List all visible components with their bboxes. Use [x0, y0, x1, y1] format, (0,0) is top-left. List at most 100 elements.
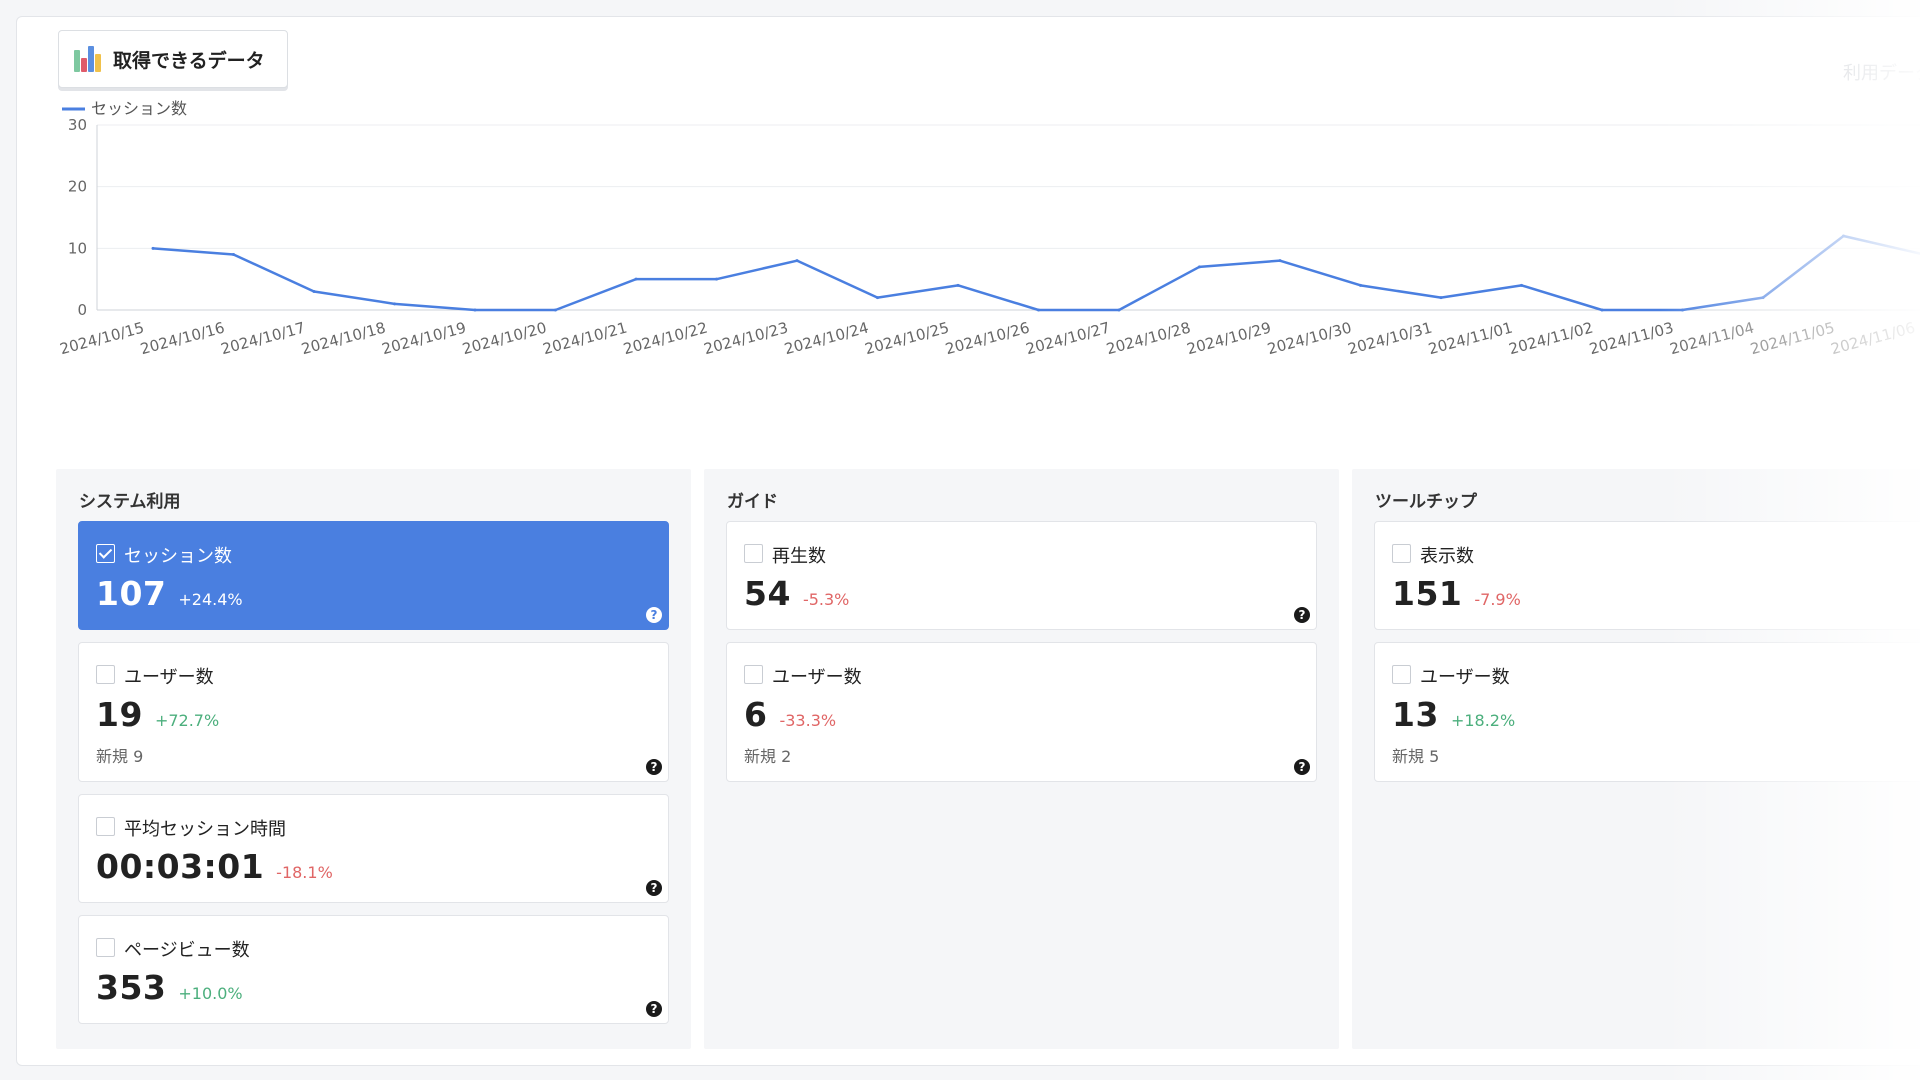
data-point	[1198, 265, 1201, 269]
y-tick-label: 20	[68, 178, 87, 196]
metric-value: 54 -5.3%	[744, 574, 849, 613]
metric-card[interactable]: ページビュー数 353 +10.0%?	[78, 915, 669, 1024]
metric-card[interactable]: セッション数 107 +24.4%?	[78, 521, 669, 630]
x-tick-label: 2024/10/21	[541, 318, 629, 358]
bar-chart-icon	[73, 45, 101, 73]
x-tick-label: 2024/10/29	[1185, 318, 1273, 358]
data-point	[1278, 259, 1282, 263]
metric-change: +18.2%	[1450, 711, 1516, 730]
data-point	[1681, 308, 1684, 312]
data-point	[1037, 308, 1040, 312]
metric-number: 19	[96, 695, 143, 734]
metric-card[interactable]: ユーザー数 6 -33.3% 新規 2?	[726, 642, 1317, 782]
metric-number: 00:03:01	[96, 847, 265, 886]
metric-value: 00:03:01 -18.1%	[96, 847, 333, 886]
y-tick-label: 10	[68, 239, 87, 257]
legend-label: セッション数	[91, 99, 187, 118]
x-tick-label: 2024/10/20	[460, 318, 548, 358]
data-point	[1359, 283, 1362, 287]
data-point	[1117, 308, 1121, 312]
tab-title: 取得できるデータ	[113, 49, 265, 72]
series-line-sessions	[152, 234, 1920, 312]
metric-change: -33.3%	[779, 711, 837, 730]
data-point	[634, 277, 638, 281]
data-point	[1439, 296, 1443, 300]
metric-change: +72.7%	[154, 711, 220, 730]
metric-label: 再生数	[772, 546, 826, 567]
group-title: ガイド	[727, 492, 778, 512]
x-tick-label: 2024/10/17	[219, 318, 307, 358]
x-tick-label: 2024/10/24	[782, 318, 870, 358]
metric-checkbox[interactable]	[1392, 665, 1411, 684]
metric-value: 353 +10.0%	[96, 968, 243, 1007]
x-tick-label: 2024/10/30	[1265, 318, 1353, 358]
metric-change: +24.4%	[178, 590, 243, 609]
metric-label: ユーザー数	[1420, 667, 1510, 688]
metric-change: -7.9%	[1474, 590, 1521, 609]
x-tick-label: 2024/10/22	[621, 318, 709, 358]
data-reflection-notice: 利用データが反映さ	[1843, 63, 1920, 84]
data-point	[715, 277, 718, 281]
x-tick-label: 2024/10/16	[138, 318, 226, 358]
metric-checkbox[interactable]	[744, 544, 763, 563]
help-icon[interactable]: ?	[1294, 607, 1310, 623]
metric-value: 6 -33.3%	[744, 695, 836, 734]
data-point	[1600, 308, 1604, 312]
metric-new-count: 新規 9	[96, 747, 144, 766]
metric-change: -5.3%	[802, 590, 850, 609]
session-line-chart: セッション数01020302024/10/152024/10/162024/10…	[58, 99, 1920, 358]
y-tick-label: 0	[77, 301, 87, 319]
metric-number: 54	[744, 574, 791, 613]
x-tick-label: 2024/11/01	[1426, 318, 1514, 358]
metric-group-1: ガイド再生数 54 -5.3%? ユーザー数 6 -33.3% 新規 2?	[704, 469, 1339, 1049]
data-point	[1842, 234, 1845, 238]
group-title: ツールチップ	[1375, 492, 1477, 512]
metric-card[interactable]: 平均セッション時間 00:03:01 -18.1%?	[78, 794, 669, 903]
metric-checkbox[interactable]	[96, 817, 115, 836]
data-panel: 取得できるデータ 利用データが反映さ セッション数 0 10 20 30 2024/10/…	[16, 16, 1920, 1066]
data-point	[795, 259, 799, 263]
data-point	[312, 290, 316, 293]
help-icon[interactable]: ?	[1294, 759, 1310, 775]
help-icon[interactable]: ?	[646, 880, 662, 896]
x-tick-label: 2024/11/03	[1587, 318, 1675, 358]
metric-label: ユーザー数	[772, 667, 862, 688]
x-tick-label: 2024/11/06	[1829, 318, 1917, 358]
x-tick-label: 2024/10/15	[58, 318, 146, 358]
metric-checkbox[interactable]	[96, 544, 115, 563]
metric-new-count: 新規 5	[1392, 747, 1440, 766]
x-tick-label: 2024/10/27	[1024, 318, 1112, 358]
help-icon[interactable]: ?	[646, 607, 662, 623]
metric-checkbox[interactable]	[96, 665, 115, 684]
data-point	[393, 302, 396, 306]
data-point	[151, 246, 155, 250]
metric-checkbox[interactable]	[744, 665, 763, 684]
metric-checkbox[interactable]	[1392, 544, 1411, 563]
help-icon[interactable]: ?	[646, 1001, 662, 1017]
data-point	[876, 296, 879, 300]
metric-value: 151 -7.9%	[1392, 574, 1521, 613]
x-tick-label: 2024/10/23	[702, 318, 790, 358]
x-tick-label: 2024/10/18	[299, 318, 387, 358]
help-icon[interactable]: ?	[646, 759, 662, 775]
x-tick-label: 2024/11/02	[1507, 318, 1595, 358]
metric-number: 6	[744, 695, 768, 734]
available-data-tab[interactable]: 取得できるデータ	[58, 30, 288, 88]
metric-new-count: 新規 2	[744, 747, 792, 766]
group-title: システム利用	[79, 492, 181, 512]
x-tick-label: 2024/10/31	[1346, 318, 1434, 358]
metric-number: 151	[1392, 574, 1463, 613]
metric-value: 13 +18.2%	[1392, 695, 1515, 734]
data-point	[232, 253, 235, 256]
metric-card[interactable]: ユーザー数 19 +72.7% 新規 9?	[78, 642, 669, 782]
metric-checkbox[interactable]	[96, 938, 115, 957]
metric-label: 表示数	[1420, 546, 1474, 567]
x-tick-label: 2024/10/25	[863, 318, 951, 358]
x-tick-label: 2024/10/19	[380, 318, 468, 358]
data-point	[1761, 296, 1765, 300]
metric-card[interactable]: 再生数 54 -5.3%?	[726, 521, 1317, 630]
metric-value: 107 +24.4%	[96, 574, 243, 613]
